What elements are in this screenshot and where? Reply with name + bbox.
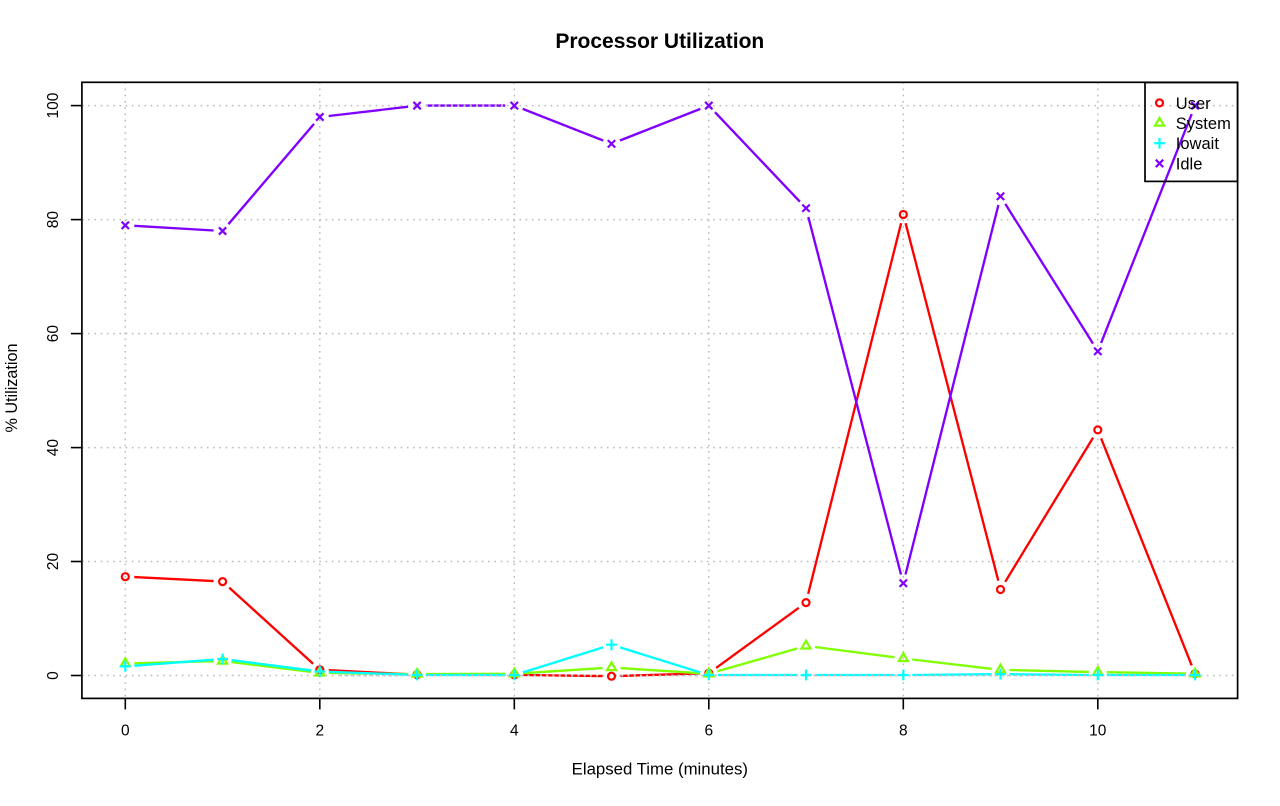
svg-text:0: 0 xyxy=(45,671,62,680)
svg-text:10: 10 xyxy=(1089,723,1107,740)
svg-text:System: System xyxy=(1176,115,1231,133)
svg-text:20: 20 xyxy=(45,553,62,571)
svg-text:User: User xyxy=(1176,95,1211,113)
svg-text:4: 4 xyxy=(510,723,519,740)
svg-text:2: 2 xyxy=(315,723,324,740)
svg-text:Idle: Idle xyxy=(1176,155,1203,173)
svg-text:0: 0 xyxy=(121,723,130,740)
svg-text:8: 8 xyxy=(899,723,908,740)
svg-text:% Utilization: % Utilization xyxy=(3,343,21,432)
svg-text:6: 6 xyxy=(704,723,713,740)
svg-text:40: 40 xyxy=(45,439,62,457)
svg-text:Elapsed Time (minutes): Elapsed Time (minutes) xyxy=(572,759,748,778)
svg-text:100: 100 xyxy=(45,92,62,118)
svg-text:60: 60 xyxy=(45,325,62,343)
svg-text:Iowait: Iowait xyxy=(1176,135,1220,153)
svg-text:Processor Utilization: Processor Utilization xyxy=(555,30,764,53)
svg-text:80: 80 xyxy=(45,211,62,229)
